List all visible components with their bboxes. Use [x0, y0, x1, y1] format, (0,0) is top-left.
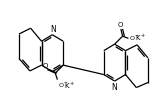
Text: O$^-$: O$^-$	[129, 34, 140, 42]
Text: K$^+$: K$^+$	[64, 81, 76, 91]
Text: N: N	[50, 25, 56, 34]
Text: K$^+$: K$^+$	[135, 33, 147, 43]
Text: O: O	[117, 22, 123, 28]
Text: O: O	[43, 63, 48, 69]
Text: N: N	[111, 82, 117, 92]
Text: O$^-$: O$^-$	[58, 81, 69, 89]
